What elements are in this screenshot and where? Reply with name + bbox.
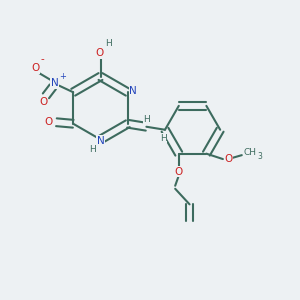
Text: N: N — [51, 78, 58, 88]
Text: O: O — [39, 98, 48, 107]
Text: 3: 3 — [258, 152, 262, 160]
Text: N: N — [97, 136, 104, 146]
Text: O: O — [31, 63, 40, 73]
Text: N: N — [129, 86, 137, 96]
Text: H: H — [160, 134, 167, 142]
Text: O: O — [175, 167, 183, 177]
Text: H: H — [106, 39, 112, 48]
Text: CH: CH — [243, 148, 256, 157]
Text: H: H — [144, 115, 150, 124]
Text: +: + — [60, 72, 67, 81]
Text: O: O — [224, 154, 232, 164]
Text: H: H — [90, 146, 96, 154]
Text: O: O — [96, 48, 104, 59]
Text: O: O — [44, 117, 52, 127]
Text: -: - — [41, 54, 44, 64]
